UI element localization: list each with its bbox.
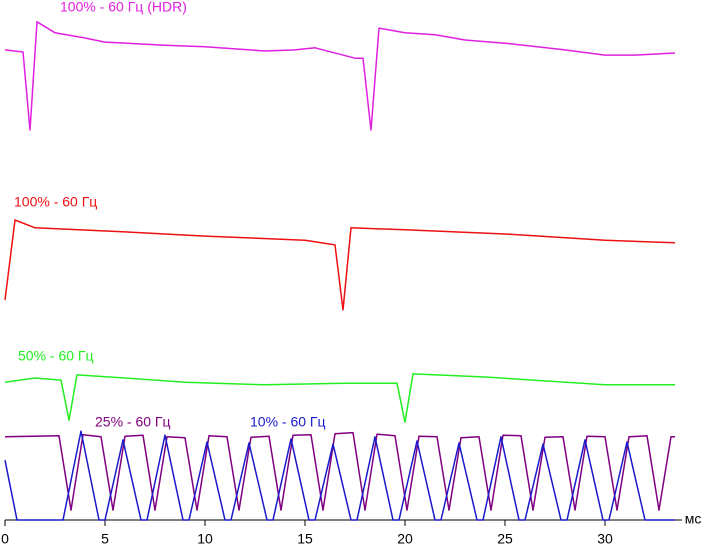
- x-tick-label: 5: [101, 531, 109, 547]
- trace-label: 50% - 60 Гц: [18, 348, 94, 364]
- x-axis-label: мс: [685, 511, 702, 527]
- x-tick-label: 20: [397, 531, 413, 547]
- x-tick-label: 30: [597, 531, 613, 547]
- trace-label: 100% - 60 Гц: [14, 194, 97, 210]
- x-tick-label: 15: [297, 531, 313, 547]
- trace-label: 100% - 60 Гц (HDR): [60, 0, 187, 15]
- x-tick-label: 25: [497, 531, 513, 547]
- x-tick-label: 0: [1, 531, 9, 547]
- trace-line: [4, 373, 675, 423]
- trace-label: 25% - 60 Гц: [95, 414, 171, 430]
- trace-line: [4, 430, 675, 521]
- trace-line: [4, 219, 676, 311]
- trace-line: [4, 431, 675, 511]
- trace-line: [4, 21, 676, 131]
- x-tick-label: 10: [197, 531, 213, 547]
- trace-label: 10% - 60 Гц: [250, 414, 326, 430]
